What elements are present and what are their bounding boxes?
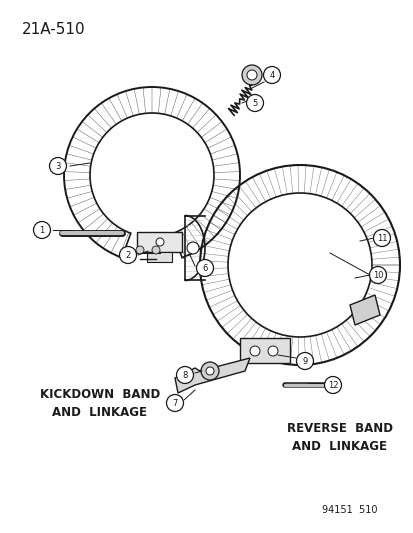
Text: 12: 12 bbox=[327, 381, 337, 390]
Circle shape bbox=[246, 94, 263, 111]
Circle shape bbox=[242, 65, 261, 85]
Circle shape bbox=[196, 260, 213, 277]
Circle shape bbox=[166, 394, 183, 411]
Circle shape bbox=[267, 346, 277, 356]
Polygon shape bbox=[147, 252, 171, 262]
Circle shape bbox=[324, 376, 341, 393]
Text: 9: 9 bbox=[301, 357, 307, 366]
Circle shape bbox=[50, 157, 66, 174]
Text: 1: 1 bbox=[39, 225, 45, 235]
Circle shape bbox=[249, 346, 259, 356]
Text: 3: 3 bbox=[55, 161, 61, 171]
Circle shape bbox=[296, 352, 313, 369]
Polygon shape bbox=[175, 358, 249, 393]
Circle shape bbox=[247, 70, 256, 80]
Text: REVERSE  BAND
AND  LINKAGE: REVERSE BAND AND LINKAGE bbox=[286, 423, 392, 454]
Circle shape bbox=[206, 367, 214, 375]
Circle shape bbox=[136, 246, 144, 254]
Circle shape bbox=[33, 222, 50, 238]
Polygon shape bbox=[240, 338, 289, 363]
Text: 4: 4 bbox=[269, 70, 274, 79]
Text: 94151  510: 94151 510 bbox=[321, 505, 377, 515]
Text: 7: 7 bbox=[172, 399, 177, 408]
Text: 10: 10 bbox=[372, 271, 382, 279]
Polygon shape bbox=[349, 295, 379, 325]
Circle shape bbox=[373, 230, 389, 246]
Text: 6: 6 bbox=[202, 263, 207, 272]
Text: 8: 8 bbox=[182, 370, 187, 379]
Text: 21A-510: 21A-510 bbox=[22, 22, 85, 37]
Circle shape bbox=[201, 362, 218, 380]
Circle shape bbox=[176, 367, 193, 384]
Circle shape bbox=[156, 238, 164, 246]
Circle shape bbox=[263, 67, 280, 84]
Polygon shape bbox=[137, 232, 182, 252]
Text: KICKDOWN  BAND
AND  LINKAGE: KICKDOWN BAND AND LINKAGE bbox=[40, 387, 160, 418]
Circle shape bbox=[369, 266, 386, 284]
Text: 11: 11 bbox=[376, 233, 386, 243]
Circle shape bbox=[187, 242, 199, 254]
Circle shape bbox=[119, 246, 136, 263]
Text: 5: 5 bbox=[252, 99, 257, 108]
Text: 2: 2 bbox=[125, 251, 131, 260]
Circle shape bbox=[152, 246, 159, 254]
